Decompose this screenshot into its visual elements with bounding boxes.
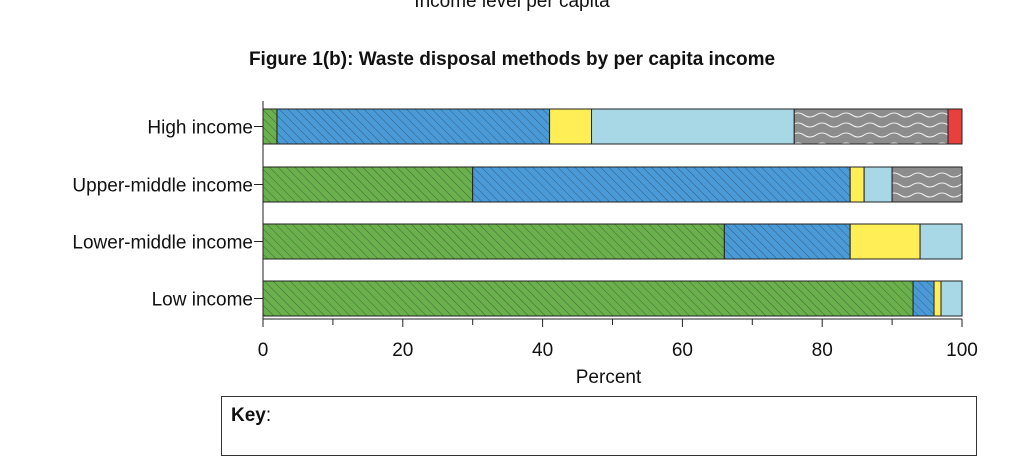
key-title: Key: <box>231 405 271 427</box>
stacked-bar-chart: High income Upper-middle income Lower-midd… <box>72 101 978 388</box>
bar-segment <box>919 223 963 260</box>
bar-segment <box>262 223 725 260</box>
bar-segment <box>472 166 851 203</box>
axis-layer: High income Upper-middle income Lower-midd… <box>72 101 978 388</box>
x-tick-label: 20 <box>392 340 413 361</box>
bar-segment <box>933 280 942 317</box>
bar-segment <box>947 108 963 145</box>
bar-segment <box>549 108 593 145</box>
bar-segment <box>912 280 935 317</box>
bar-segment <box>849 223 921 260</box>
bar-segment <box>262 108 278 145</box>
bar-segment <box>891 166 963 203</box>
bar-segment <box>591 108 795 145</box>
key-title-bold: Key <box>231 405 266 426</box>
x-tick-label: 60 <box>672 340 693 361</box>
category-label: Lower-middle income <box>72 233 253 254</box>
x-tick-label: 100 <box>946 340 978 361</box>
bar-segment <box>262 280 914 317</box>
bar-segment <box>793 108 949 145</box>
bar-segment <box>849 166 865 203</box>
figure-title: Figure 1(b): Waste disposal methods by p… <box>248 49 776 70</box>
x-axis-title: Percent <box>576 367 642 388</box>
cut-off-heading: Income level per capita <box>414 0 610 12</box>
bar-segment <box>262 166 474 203</box>
bar-segment <box>723 223 851 260</box>
x-tick-label: 0 <box>258 340 269 361</box>
bar-segment <box>276 108 551 145</box>
key-title-colon: : <box>265 405 272 426</box>
key-box: Key: <box>221 396 977 456</box>
bar-segment <box>940 280 963 317</box>
category-label: Low income <box>152 290 253 311</box>
x-tick-label: 80 <box>812 340 833 361</box>
bar-segment <box>863 166 893 203</box>
x-tick-label: 40 <box>532 340 553 361</box>
bars-layer <box>262 108 963 317</box>
category-label: High income <box>147 118 253 139</box>
category-label: Upper-middle income <box>72 176 253 197</box>
